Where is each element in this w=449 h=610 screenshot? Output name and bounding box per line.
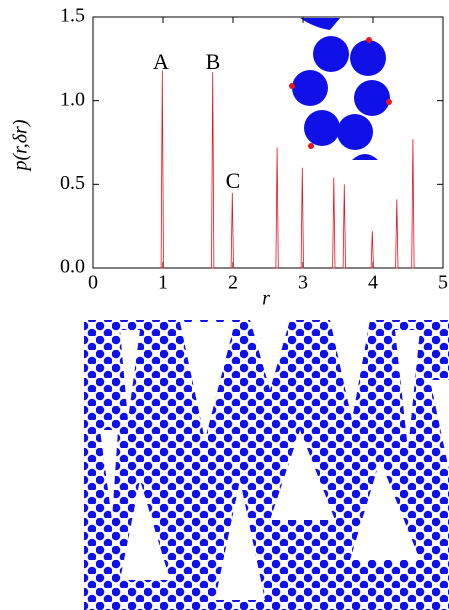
x-tick-label: 4 [368, 272, 378, 294]
y-tick-label: 0.0 [60, 256, 85, 278]
spike [342, 184, 346, 269]
x-axis-label: r [262, 288, 270, 310]
x-tick-label: 2 [228, 272, 238, 294]
annotation: C [226, 168, 241, 193]
spike [275, 147, 279, 269]
y-tick-label: 1.5 [60, 5, 85, 27]
spike [332, 177, 336, 269]
annotation: A [153, 49, 169, 74]
x-tick-label: 5 [438, 272, 448, 294]
spike [300, 167, 304, 269]
spike [395, 199, 399, 269]
annotation: B [206, 49, 221, 74]
x-tick-label: 0 [88, 272, 98, 294]
inset-ring [289, 18, 392, 160]
spike [370, 231, 374, 269]
y-tick-label: 1.0 [60, 88, 85, 110]
spike [211, 72, 215, 269]
particle-configuration [84, 320, 449, 610]
spike [160, 70, 164, 269]
plot-frame [92, 16, 444, 269]
spike [230, 192, 234, 269]
spike [411, 139, 415, 269]
x-tick-label: 1 [158, 272, 168, 294]
x-tick-label: 3 [298, 272, 308, 294]
y-axis-label: p(r,δr) [10, 119, 32, 172]
y-tick-label: 0.5 [60, 172, 85, 194]
